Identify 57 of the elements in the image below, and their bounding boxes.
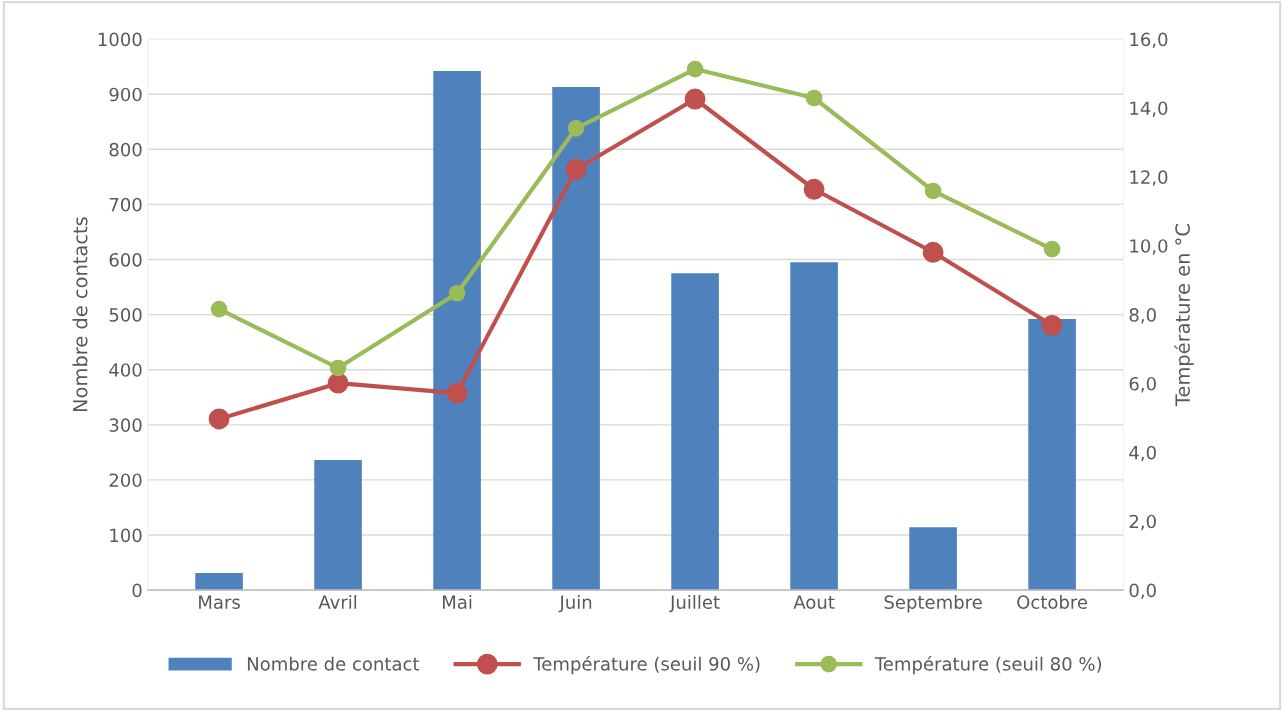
bar [195, 573, 243, 591]
y2-tick-label: 16,0 [1130, 32, 1168, 49]
y2-tick-label: 12,0 [1130, 170, 1168, 186]
point [567, 119, 585, 137]
point [565, 158, 587, 180]
point [448, 284, 466, 302]
y-tick-label: 600 [109, 252, 142, 267]
x-tick-label: Avril [318, 594, 357, 609]
point [803, 178, 825, 200]
x-tick-label: Mai [443, 594, 472, 609]
y-tick-label: 0 [132, 583, 142, 598]
point [922, 241, 944, 263]
legend-label: Nombre de contact [247, 656, 420, 671]
y2-tick-label: 14,0 [1130, 101, 1168, 117]
legend-label: Température (seuil 90 %) [533, 655, 760, 675]
y-tick-label: 700 [109, 197, 142, 212]
y-tick-label: 400 [109, 363, 142, 377]
y2-tick-label: 2,0 [1129, 514, 1156, 531]
y-tick-label: 200 [109, 473, 142, 488]
x-tick-label: Juillet [669, 594, 720, 613]
point [327, 372, 349, 394]
x-tick-label: Septembre [884, 594, 982, 613]
y2-axis-title: Température en °C [1174, 224, 1194, 407]
bar [909, 527, 957, 591]
bar [1028, 319, 1076, 591]
point [1041, 314, 1063, 336]
y-tick-label: 900 [109, 87, 142, 102]
bar [552, 87, 600, 591]
bar [671, 273, 719, 591]
bar [314, 460, 362, 591]
y2-tick-label: 8,0 [1129, 308, 1156, 324]
bar [433, 71, 481, 591]
x-tick-label: Juin [558, 594, 592, 613]
y-tick-label: 100 [110, 528, 142, 543]
point [924, 182, 942, 200]
y-tick-label: 1000 [98, 32, 142, 47]
y2-tick-label: 6,0 [1129, 376, 1156, 393]
point [684, 88, 706, 110]
point [805, 89, 823, 107]
bar [790, 262, 838, 591]
y-tick-label: 800 [109, 142, 142, 157]
y-tick-label: 500 [109, 308, 142, 322]
point [329, 359, 347, 377]
y2-tick-label: 0,0 [1129, 583, 1156, 600]
point [686, 60, 704, 78]
point [208, 408, 230, 430]
y2-tick-label: 4,0 [1129, 445, 1156, 462]
x-tick-label: Octobre [1017, 594, 1088, 609]
point [1043, 240, 1061, 258]
point [210, 300, 228, 318]
y-axis-title: Nombre de contacts [72, 217, 88, 412]
y2-tick-label: 10,0 [1130, 239, 1168, 255]
x-tick-label: Aout [793, 595, 835, 609]
point [446, 382, 468, 404]
y-tick-label: 300 [109, 418, 142, 432]
legend-label: Température (seuil 80 %) [874, 655, 1102, 675]
x-tick-label: Mars [199, 595, 240, 609]
